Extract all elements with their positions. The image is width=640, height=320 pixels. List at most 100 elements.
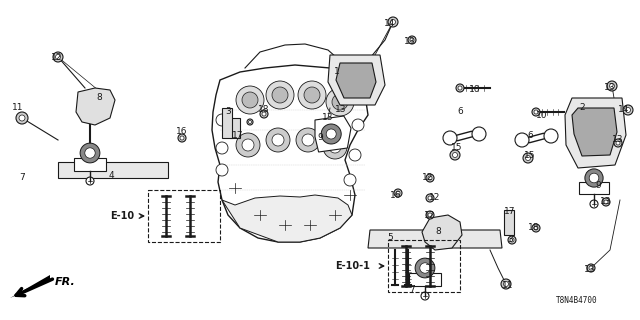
Text: T8N4B4700: T8N4B4700: [556, 296, 598, 305]
Circle shape: [216, 164, 228, 176]
Circle shape: [216, 142, 228, 154]
Circle shape: [443, 131, 457, 145]
Polygon shape: [58, 162, 168, 178]
Text: 3: 3: [507, 236, 513, 244]
Circle shape: [180, 136, 184, 140]
Text: 16: 16: [390, 190, 402, 199]
Circle shape: [589, 173, 599, 183]
Circle shape: [304, 87, 320, 103]
Circle shape: [247, 119, 253, 125]
Text: 9: 9: [317, 133, 323, 142]
Circle shape: [616, 141, 620, 145]
Circle shape: [86, 177, 94, 185]
Circle shape: [604, 200, 608, 204]
Polygon shape: [230, 118, 240, 138]
Circle shape: [216, 114, 228, 126]
Polygon shape: [222, 195, 352, 242]
Text: 9: 9: [595, 180, 601, 189]
Circle shape: [602, 198, 610, 206]
Text: FR.: FR.: [55, 277, 76, 287]
Circle shape: [426, 211, 434, 219]
Text: 4: 4: [108, 171, 114, 180]
Circle shape: [236, 133, 260, 157]
Circle shape: [84, 148, 95, 158]
Circle shape: [421, 292, 429, 300]
Circle shape: [607, 81, 617, 91]
Circle shape: [242, 92, 258, 108]
Text: 6: 6: [527, 131, 533, 140]
Circle shape: [242, 139, 254, 151]
Circle shape: [501, 279, 511, 289]
Text: 13: 13: [404, 37, 416, 46]
Circle shape: [532, 224, 540, 232]
Circle shape: [428, 176, 432, 180]
Circle shape: [515, 133, 529, 147]
Polygon shape: [368, 230, 502, 248]
Text: 2: 2: [579, 103, 585, 113]
Circle shape: [56, 54, 61, 60]
Circle shape: [388, 17, 398, 27]
Circle shape: [523, 153, 533, 163]
Circle shape: [544, 129, 558, 143]
Circle shape: [420, 263, 430, 273]
Bar: [148, 190, 220, 242]
Circle shape: [504, 282, 509, 286]
Circle shape: [326, 129, 336, 139]
Text: 16: 16: [176, 127, 188, 137]
Circle shape: [344, 174, 356, 186]
Circle shape: [585, 169, 603, 187]
Circle shape: [394, 189, 402, 197]
Text: 15: 15: [524, 150, 536, 159]
Circle shape: [532, 108, 540, 116]
Circle shape: [609, 84, 614, 89]
Polygon shape: [504, 210, 514, 235]
Polygon shape: [422, 215, 462, 250]
Circle shape: [458, 86, 462, 90]
Circle shape: [248, 121, 252, 124]
Circle shape: [623, 105, 633, 115]
Circle shape: [415, 258, 435, 278]
Circle shape: [298, 81, 326, 109]
Polygon shape: [572, 108, 617, 156]
Circle shape: [326, 88, 354, 116]
Text: 13: 13: [584, 266, 596, 275]
Circle shape: [408, 36, 416, 44]
Circle shape: [428, 213, 432, 217]
Circle shape: [614, 139, 622, 147]
Text: 13: 13: [600, 197, 612, 206]
Circle shape: [262, 112, 266, 116]
Circle shape: [53, 52, 63, 62]
Polygon shape: [565, 98, 626, 168]
Circle shape: [272, 134, 284, 146]
Bar: [388, 240, 460, 292]
Polygon shape: [409, 273, 441, 286]
Text: 11: 11: [12, 103, 24, 113]
Polygon shape: [315, 116, 351, 152]
Circle shape: [508, 236, 516, 244]
Text: 12: 12: [422, 173, 434, 182]
Circle shape: [426, 194, 434, 202]
Circle shape: [472, 127, 486, 141]
Circle shape: [534, 110, 538, 114]
Polygon shape: [328, 55, 385, 105]
Circle shape: [302, 134, 314, 146]
Circle shape: [349, 149, 361, 161]
Circle shape: [426, 174, 434, 182]
Polygon shape: [10, 275, 50, 298]
Circle shape: [178, 134, 186, 142]
Circle shape: [19, 115, 25, 121]
Circle shape: [260, 110, 268, 118]
Circle shape: [352, 119, 364, 131]
Polygon shape: [212, 65, 368, 242]
Circle shape: [525, 156, 531, 161]
Text: 5: 5: [387, 234, 393, 243]
Circle shape: [396, 191, 400, 195]
Circle shape: [323, 135, 347, 159]
Text: 15: 15: [451, 143, 463, 153]
Text: 13: 13: [335, 106, 347, 115]
Circle shape: [236, 86, 264, 114]
Circle shape: [80, 143, 100, 163]
Circle shape: [266, 128, 290, 152]
Text: E-10: E-10: [110, 211, 134, 221]
Text: 1: 1: [334, 68, 340, 76]
